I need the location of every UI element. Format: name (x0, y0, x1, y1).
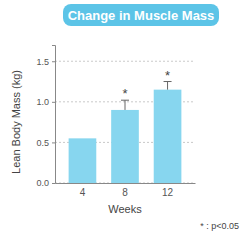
y-tick: 1.0 (36, 97, 55, 107)
y-tick-label: 0.0 (36, 178, 49, 188)
x-tick: 8 (122, 183, 128, 198)
y-tick-label: 0.5 (36, 138, 49, 148)
y-tick: 0.0 (36, 178, 55, 188)
bar (69, 138, 97, 183)
bar (111, 110, 139, 183)
y-axis: 0.0 0.5 1.0 1.5 (36, 46, 55, 189)
x-axis-title: Weeks (108, 203, 142, 215)
x-tick: 4 (80, 183, 86, 198)
error-stem (125, 100, 126, 110)
bars (69, 82, 182, 183)
significance-marker: * (122, 86, 127, 101)
title: Change in Muscle Mass (68, 8, 215, 23)
y-tick-label: 1.5 (36, 57, 49, 67)
error-bar (121, 100, 129, 110)
chart: Change in Muscle Mass * * 0.0 0.5 1.0 1.5 4 8 12 W… (0, 0, 245, 239)
title-background (63, 4, 219, 26)
x-tick-label: 8 (122, 187, 128, 198)
y-tick: 1.5 (36, 57, 55, 67)
x-tick-label: 4 (80, 187, 86, 198)
title-banner: Change in Muscle Mass (63, 4, 219, 26)
y-tick-mark (52, 102, 55, 103)
y-tick-label: 1.0 (36, 97, 49, 107)
y-tick-mark (52, 61, 55, 62)
x-axis: 4 8 12 (56, 183, 196, 198)
grid (55, 61, 195, 183)
significance-marker: * (165, 68, 170, 83)
x-tick-label: 12 (162, 187, 174, 198)
y-tick: 0.5 (36, 138, 55, 148)
grid-line (55, 61, 195, 62)
bar (154, 90, 182, 183)
error-stem (167, 82, 168, 90)
error-bar (164, 82, 172, 90)
y-axis-line (52, 46, 56, 184)
y-tick-mark (52, 183, 55, 184)
y-tick-mark (52, 142, 55, 143)
y-axis-title: Lean Body Mass (kg) (10, 70, 22, 174)
x-tick: 12 (162, 183, 174, 198)
note: * : p<0.05 (200, 221, 239, 231)
x-axis-line (56, 183, 196, 184)
